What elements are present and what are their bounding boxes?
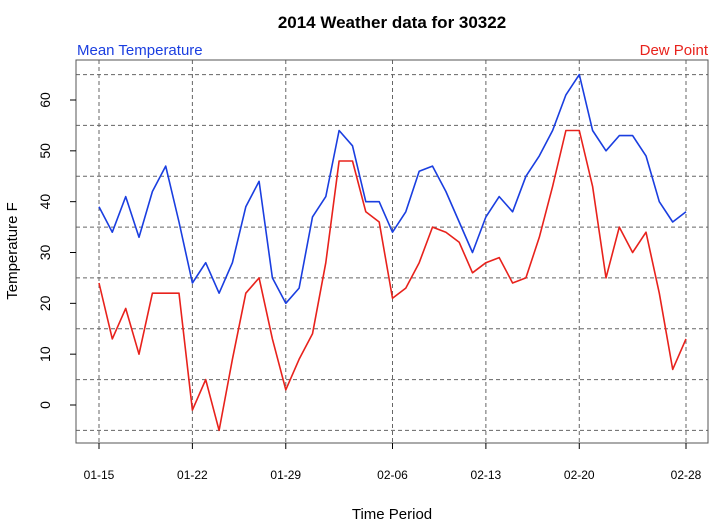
y-tick-label: 20 — [37, 295, 53, 311]
x-axis-label: Time Period — [352, 506, 432, 523]
grid-lines — [76, 60, 708, 443]
series-line-mean-temperature — [98, 73, 687, 305]
y-axis-label: Temperature F — [4, 202, 21, 300]
y-tick-label: 40 — [37, 194, 53, 210]
y-tick-label: 60 — [37, 92, 53, 108]
y-tick-label: 0 — [37, 401, 53, 409]
series-lines — [98, 73, 687, 432]
y-tick-label: 10 — [37, 346, 53, 362]
y-tick-label: 50 — [37, 143, 53, 159]
x-tick-label: 01-29 — [270, 468, 301, 482]
y-axis: 0 10 20 30 40 50 60 — [37, 92, 76, 409]
x-tick-label: 02-06 — [377, 468, 408, 482]
legend-mean-temperature: Mean Temperature — [77, 42, 203, 59]
y-tick-label: 30 — [37, 245, 53, 261]
legend-dew-point: Dew Point — [640, 42, 709, 59]
x-tick-label: 01-15 — [84, 468, 115, 482]
x-tick-label: 01-22 — [177, 468, 208, 482]
chart-title: 2014 Weather data for 30322 — [278, 13, 506, 32]
x-tick-label: 02-20 — [564, 468, 595, 482]
x-tick-label: 02-13 — [471, 468, 502, 482]
x-axis: 01-15 01-22 01-29 02-06 02-13 02-20 02-28 — [84, 443, 702, 482]
series-line-dew-point — [98, 129, 687, 432]
x-tick-label: 02-28 — [671, 468, 702, 482]
